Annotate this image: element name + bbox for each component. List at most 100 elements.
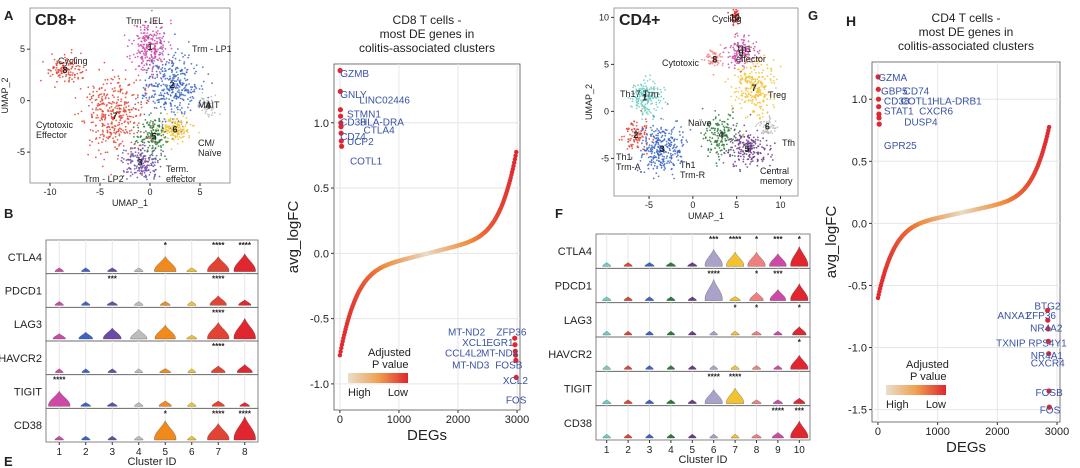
umap-point [102,123,104,126]
umap-point [113,87,116,89]
umap-point [657,138,659,141]
umap-point [160,146,163,149]
umap-point [179,70,182,73]
umap-point [640,129,643,132]
panel-letter-f: F [555,206,563,221]
de-gene-label: EGR1 [486,338,514,349]
de-y-tick-label: 0.5 [314,183,329,195]
umap-point [701,107,704,110]
de-title-line: most DE genes in [380,27,475,41]
umap-point [143,28,146,31]
umap-point [42,61,44,63]
umap-point [664,134,667,137]
umap-point [712,127,715,130]
umap-point [118,115,121,117]
violin-shape [134,301,144,306]
umap-point [748,80,751,83]
umap-point [187,103,190,105]
umap-point [99,93,101,96]
umap-point [757,159,759,162]
umap-point [752,109,755,112]
umap-point [151,68,154,71]
umap-point [94,124,97,127]
umap-point [765,93,768,96]
umap-point [59,61,62,63]
umap-point [207,96,210,99]
umap-point [98,104,101,107]
umap-point [643,91,646,94]
umap-point [752,63,755,65]
umap-point [644,103,647,106]
umap-point [670,168,673,171]
umap-point [662,139,665,142]
umap-point [144,159,147,162]
umap-point [157,159,159,162]
de-point [514,149,519,155]
umap-point [180,119,183,122]
umap-point [751,160,754,163]
umap-point [142,69,144,72]
umap-point [761,75,764,78]
umap-point [740,107,743,110]
umap-point [639,89,642,92]
umap-point [97,96,100,99]
umap-point [755,146,758,149]
umap-point [118,145,120,147]
umap-point [744,116,747,119]
umap-point [631,123,634,126]
violin-x-tick-label: 7 [215,447,221,458]
umap-point [709,123,712,125]
umap-point [650,135,652,138]
umap-cluster-label: Cycling [58,56,88,66]
umap-point [109,110,112,112]
umap-point [177,77,180,79]
umap-point [637,128,640,131]
umap-point [138,158,140,160]
umap-point [111,122,113,125]
umap-point [71,60,74,63]
violin-shape [704,248,723,267]
umap-point [723,121,726,123]
umap-point [747,46,750,48]
umap-point [161,67,164,69]
umap-point [164,141,167,144]
umap-point [159,72,162,75]
umap-point [104,118,106,121]
umap-point [673,146,675,149]
umap-point [184,111,186,113]
umap-point [149,137,151,140]
umap-point [162,75,165,78]
umap-point [762,92,764,95]
umap-point [56,80,58,83]
umap-point [184,74,187,76]
umap-point [774,127,776,130]
umap-point [101,118,104,121]
violin-shape [709,433,718,439]
de-bottom-point [513,374,519,380]
violin-shape [207,322,230,340]
umap-point [160,45,163,48]
umap-point [168,84,171,87]
umap-point [72,80,75,83]
umap-point [67,80,70,83]
umap-point [663,86,665,89]
umap-point [755,123,758,126]
umap-point [140,106,143,109]
umap-point [66,59,68,62]
umap-point [134,165,136,167]
de-gene-label: CCL4L2 [445,349,482,360]
violin-shape [80,402,91,407]
umap-point [177,73,179,76]
umap-point [137,148,140,151]
umap-point [762,69,765,72]
umap-point [103,158,106,161]
umap-point [655,109,657,112]
umap-point [734,33,737,36]
umap-point [79,88,82,90]
umap-point [631,130,634,133]
umap-cluster-label: memory [760,176,793,186]
umap-point [644,82,646,85]
de-gene-label: FOSB [495,360,523,371]
umap-point [762,156,765,159]
umap-point [673,140,675,142]
